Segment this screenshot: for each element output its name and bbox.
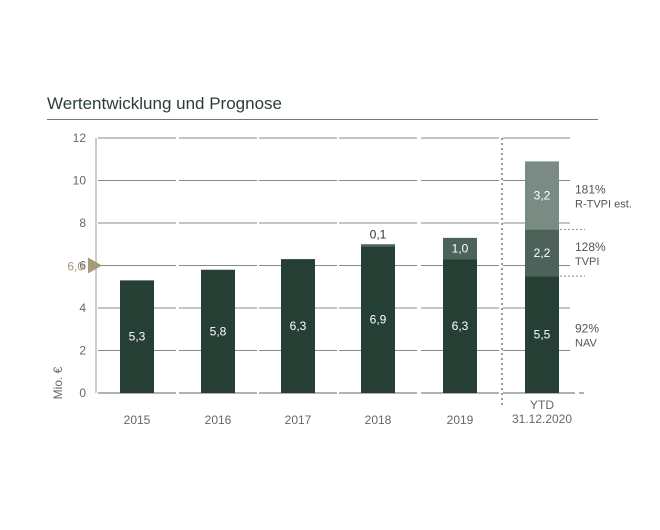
- x-tick-label: 2018: [365, 413, 392, 427]
- title-divider: [47, 119, 598, 120]
- bar-segment: [443, 259, 477, 393]
- data-label: 6,3: [290, 319, 307, 333]
- segment-annotation-pct: 92%: [575, 322, 599, 336]
- bar-segment: [525, 161, 559, 230]
- segment-annotation-name: NAV: [575, 338, 597, 350]
- y-tick-label: 10: [73, 174, 87, 188]
- data-label: 6,3: [452, 319, 469, 333]
- x-tick-label: 2019: [447, 413, 474, 427]
- data-label: 0,1: [370, 227, 387, 241]
- x-tick-label: 31.12.2020: [512, 412, 572, 426]
- reference-marker-arrow: [88, 257, 102, 274]
- bar-segment: [201, 269, 235, 393]
- chart-title: Wertentwicklung und Prognose: [47, 94, 282, 113]
- segment-annotation-pct: 128%: [575, 240, 606, 254]
- x-tick-label: 2016: [205, 413, 232, 427]
- y-tick-label: 2: [79, 344, 86, 358]
- bar-segment: [281, 259, 315, 393]
- bar-segment: [525, 276, 559, 393]
- data-label: 3,2: [534, 188, 551, 202]
- data-label: 5,8: [210, 324, 227, 338]
- bar-segment: [361, 244, 395, 247]
- y-tick-label: 4: [79, 301, 86, 315]
- reference-marker-label: 6,0: [67, 260, 84, 274]
- y-tick-label: 0: [79, 386, 86, 400]
- y-tick-label: 8: [79, 216, 86, 230]
- bar-segment: [361, 246, 395, 393]
- data-label: 2,2: [534, 246, 551, 260]
- data-label: 1,0: [452, 242, 469, 256]
- y-tick-label: 12: [73, 131, 87, 145]
- x-tick-label: 2017: [285, 413, 312, 427]
- data-label: 6,9: [370, 313, 387, 327]
- bar-segment: [120, 280, 154, 393]
- x-tick-label: 2015: [124, 413, 151, 427]
- segment-annotation-pct: 181%: [575, 182, 606, 196]
- segment-annotation-name: TVPI: [575, 256, 599, 268]
- bar-segment: [525, 229, 559, 277]
- y-tick-label: 6: [79, 259, 86, 273]
- bar-segment: [443, 237, 477, 260]
- segment-annotation-name: R-TVPI est.: [575, 198, 632, 210]
- data-label: 5,5: [534, 328, 551, 342]
- data-label: 5,3: [129, 330, 146, 344]
- x-tick-label: YTD: [530, 398, 554, 412]
- y-axis-label: Mio. €: [51, 366, 65, 399]
